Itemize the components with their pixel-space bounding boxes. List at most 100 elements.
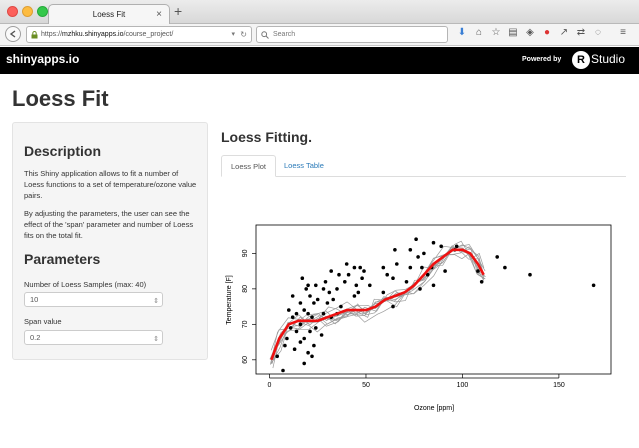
span-spinner-icon[interactable]: ⇕ xyxy=(153,336,159,343)
data-point xyxy=(381,265,386,270)
powered-by-text: Powered by xyxy=(522,56,562,63)
data-point xyxy=(358,265,362,270)
samples-label: Number of Loess Samples (max: 40) xyxy=(24,280,147,289)
page-title: Loess Fit xyxy=(12,86,109,111)
span-input[interactable]: 0.2 ⇕ xyxy=(24,330,163,345)
samples-spinner-icon[interactable]: ⇕ xyxy=(153,298,159,305)
brand-logo[interactable]: shinyapps.io xyxy=(6,52,80,66)
data-point xyxy=(352,294,357,298)
x-axis-label: Ozone [ppm] xyxy=(414,405,454,412)
data-point xyxy=(408,265,413,270)
data-point xyxy=(420,265,424,270)
data-point xyxy=(339,304,343,309)
data-point xyxy=(360,276,364,280)
description-heading: Description xyxy=(24,143,102,159)
samples-input[interactable]: 10 ⇕ xyxy=(24,292,163,307)
data-point xyxy=(314,326,318,330)
data-point xyxy=(495,255,500,259)
url-path: /course_project/ xyxy=(123,31,174,38)
data-point xyxy=(281,368,285,373)
mean-fit-line xyxy=(270,248,485,361)
data-point xyxy=(337,272,341,277)
y-tick-label: 90 xyxy=(242,249,249,257)
search-input[interactable]: Search xyxy=(256,26,448,43)
data-point xyxy=(314,283,318,288)
data-point xyxy=(354,283,359,288)
close-window-button[interactable] xyxy=(7,6,18,17)
data-point xyxy=(306,311,310,316)
data-point xyxy=(304,287,308,291)
share-icon[interactable]: ↗ xyxy=(559,27,569,38)
data-point xyxy=(308,329,312,334)
data-point xyxy=(528,272,532,277)
data-point xyxy=(290,315,295,319)
data-point xyxy=(275,354,279,359)
y-tick-label: 70 xyxy=(242,320,249,328)
sample-fit-line xyxy=(270,246,486,365)
bookmark-star-icon[interactable]: ☆ xyxy=(491,27,501,38)
tabset: Loess Plot Loess Table xyxy=(221,155,626,177)
data-point xyxy=(344,262,349,266)
data-point xyxy=(368,283,372,288)
url-host: mzhku.shinyapps.io xyxy=(62,31,124,38)
download-icon[interactable]: ⬇ xyxy=(457,27,467,38)
rstudio-logo-icon[interactable]: R xyxy=(572,51,590,69)
tab-loess-table[interactable]: Loess Table xyxy=(284,161,324,170)
new-tab-button[interactable]: + xyxy=(174,3,183,19)
data-point xyxy=(335,287,339,291)
search-placeholder: Search xyxy=(273,31,296,38)
data-point xyxy=(439,244,443,249)
chat-icon[interactable]: ◌ xyxy=(595,27,601,38)
reading-list-icon[interactable]: ▤ xyxy=(508,27,518,38)
data-point xyxy=(306,283,310,288)
data-point xyxy=(308,294,312,298)
tab-loess-plot[interactable]: Loess Plot xyxy=(221,155,277,177)
data-point xyxy=(391,304,395,309)
reload-icon[interactable]: ↻ xyxy=(240,30,247,39)
loess-plot: 0 50 100 150 60 70 80 90 Ozone [ppm] Temperatur… xyxy=(226,224,612,412)
data-point xyxy=(381,290,386,295)
data-point xyxy=(285,336,289,341)
data-point xyxy=(422,251,426,256)
sample-fit-line xyxy=(270,240,485,351)
sync-icon[interactable]: ⇄ xyxy=(576,27,586,38)
data-point xyxy=(315,297,320,302)
menu-icon[interactable]: ≡ xyxy=(620,27,626,38)
home-icon[interactable]: ⌂ xyxy=(475,27,483,38)
tab-close-icon[interactable]: × xyxy=(156,9,162,20)
samples-value: 10 xyxy=(30,295,39,304)
data-point xyxy=(393,248,397,252)
data-point xyxy=(302,336,306,341)
zoom-window-button[interactable] xyxy=(37,6,48,17)
sample-fit-line xyxy=(270,246,485,365)
extension-badge-icon[interactable]: ● xyxy=(543,27,551,38)
data-point xyxy=(290,294,295,298)
data-point xyxy=(418,287,422,291)
back-button[interactable] xyxy=(5,26,21,42)
data-point xyxy=(385,272,389,277)
data-point xyxy=(312,343,316,348)
url-bar[interactable]: https://mzhku.shinyapps.io/course_projec… xyxy=(26,26,252,43)
description-text-2: By adjusting the parameters, the user ca… xyxy=(24,209,194,240)
x-tick-label: 50 xyxy=(362,382,370,389)
data-point xyxy=(443,269,447,273)
data-point xyxy=(294,311,299,316)
url-scheme: https:// xyxy=(41,31,63,38)
data-point xyxy=(292,347,297,351)
data-point xyxy=(395,262,399,266)
data-point xyxy=(329,269,333,273)
data-point xyxy=(288,326,293,330)
url-dropdown-icon[interactable]: ▾ xyxy=(231,31,235,38)
data-point xyxy=(321,311,326,316)
y-axis-label: Temperature [F] xyxy=(226,275,233,324)
pocket-icon[interactable]: ◈ xyxy=(526,27,534,38)
data-point xyxy=(414,237,418,241)
browser-tab[interactable]: Loess Fit × xyxy=(48,4,170,25)
rstudio-wordmark[interactable]: Studio xyxy=(591,52,626,66)
data-point xyxy=(479,280,484,284)
minimize-window-button[interactable] xyxy=(22,6,33,17)
browser-tab-title: Loess Fit xyxy=(92,10,126,19)
data-point xyxy=(310,315,314,319)
data-point xyxy=(323,280,328,284)
data-point xyxy=(321,287,326,291)
